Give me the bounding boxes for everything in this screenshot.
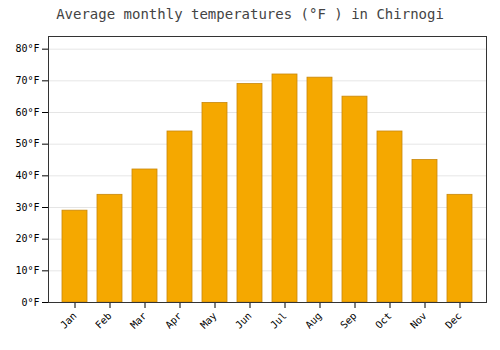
svg-text:10°F: 10°F — [15, 265, 39, 276]
svg-text:Jan: Jan — [58, 310, 79, 331]
svg-text:Feb: Feb — [93, 310, 114, 331]
svg-text:May: May — [198, 310, 219, 331]
html-text:Average monthly temperatures (: Average monthly temperatures (°F ) in Ch… — [56, 6, 444, 22]
svg-text:Mar: Mar — [128, 310, 149, 331]
svg-text:30°F: 30°F — [15, 202, 39, 213]
svg-text:60°F: 60°F — [15, 107, 39, 118]
svg-text:Jun: Jun — [233, 310, 254, 331]
svg-text:0°F: 0°F — [21, 297, 39, 308]
svg-text:Jul: Jul — [268, 310, 289, 331]
svg-text:Nov: Nov — [408, 310, 429, 331]
svg-text:80°F: 80°F — [15, 43, 39, 54]
svg-text:70°F: 70°F — [15, 75, 39, 86]
svg-text:20°F: 20°F — [15, 233, 39, 244]
svg-text:Apr: Apr — [163, 310, 184, 331]
svg-text:Sep: Sep — [338, 310, 359, 331]
svg-text:Dec: Dec — [443, 310, 464, 331]
svg-text:40°F: 40°F — [15, 170, 39, 181]
svg-text:Oct: Oct — [373, 310, 394, 331]
svg-text:Aug: Aug — [303, 310, 324, 331]
svg-text:50°F: 50°F — [15, 138, 39, 149]
